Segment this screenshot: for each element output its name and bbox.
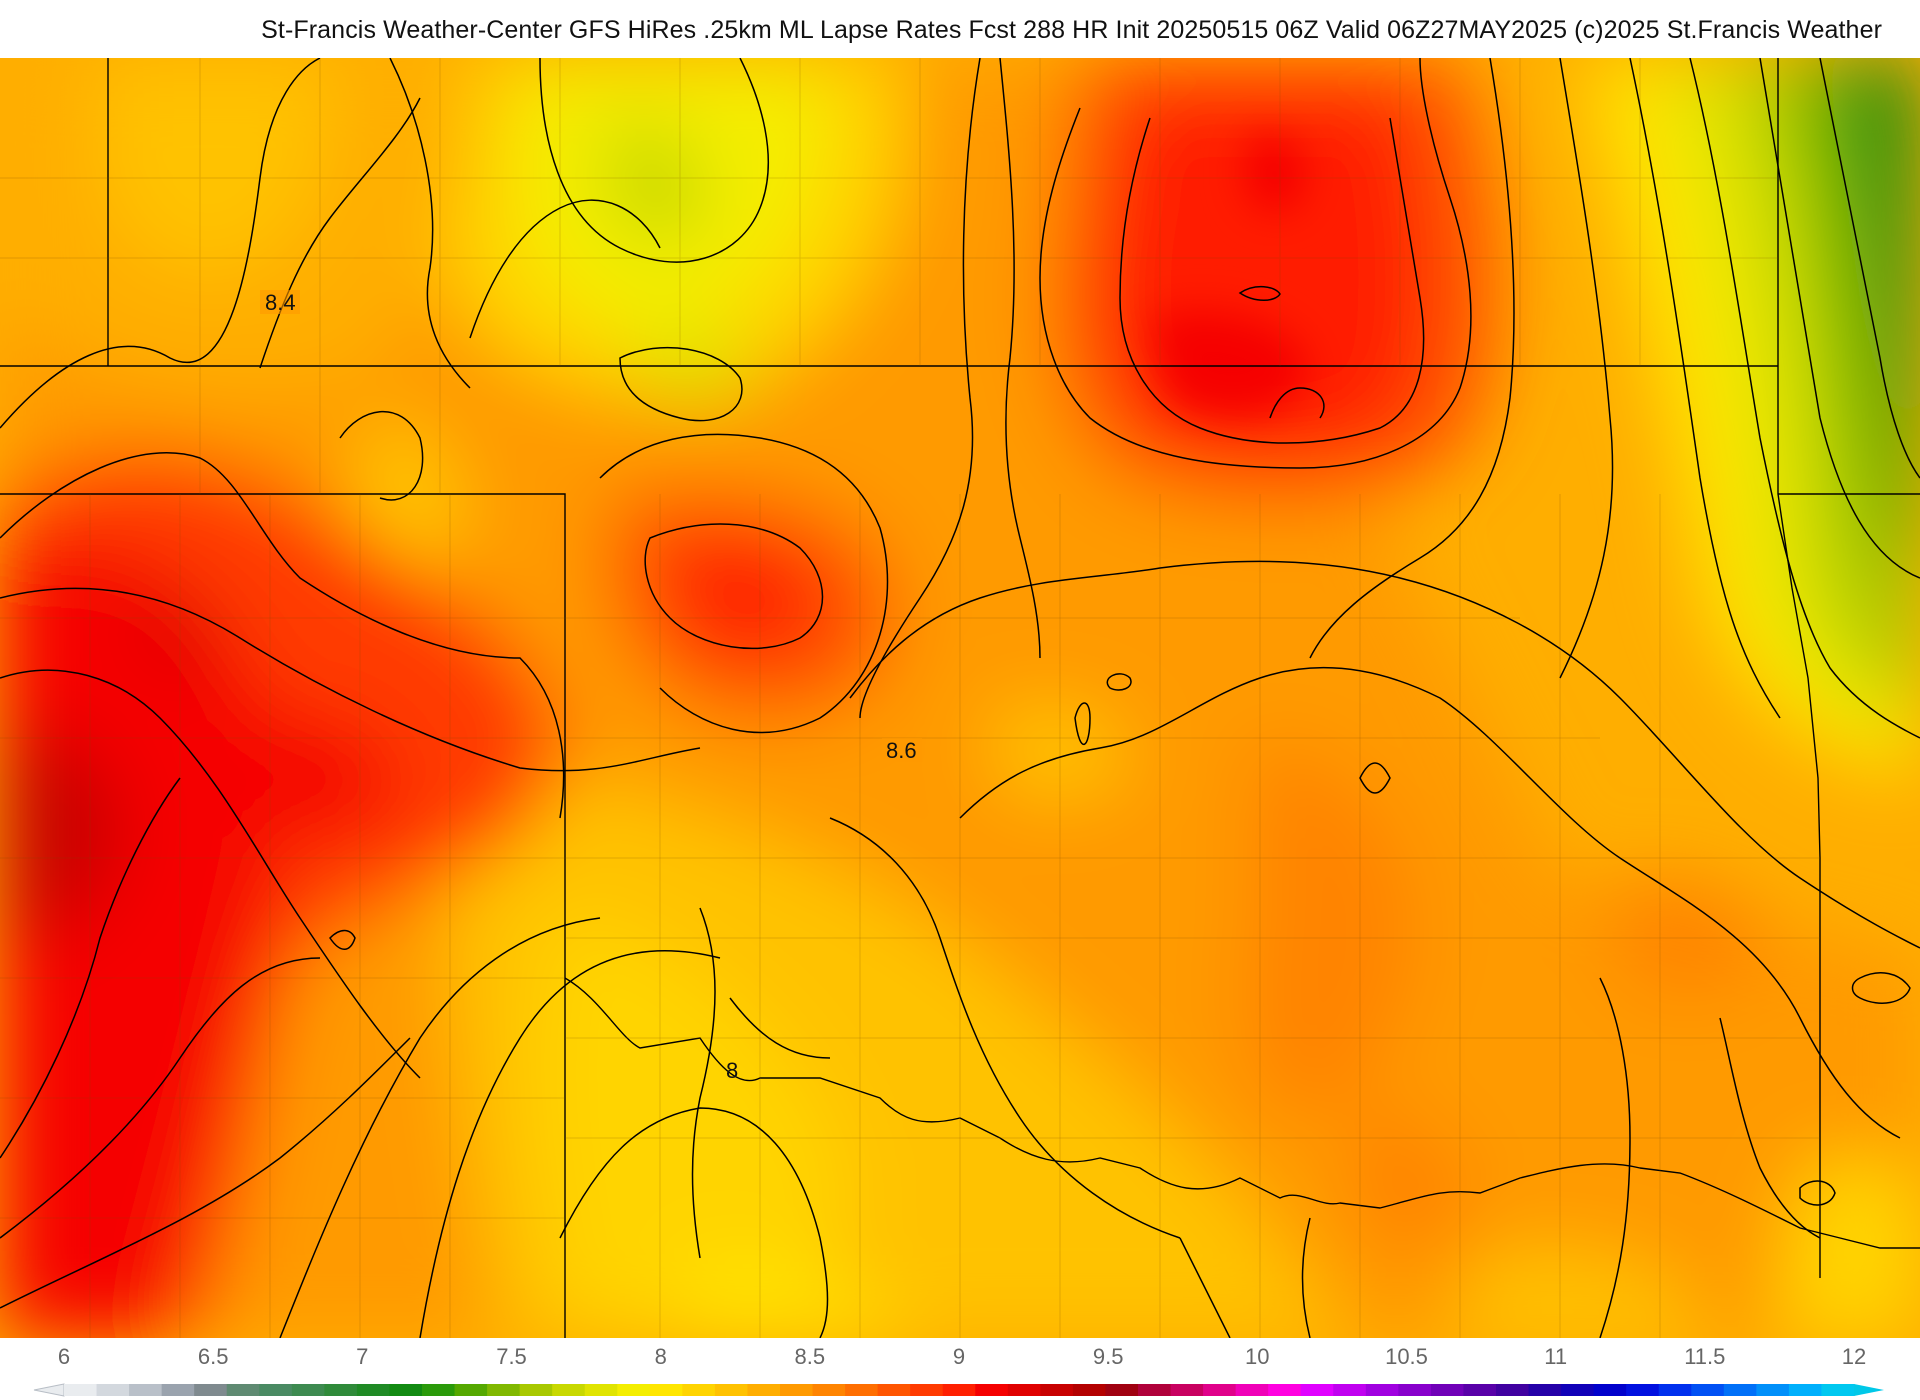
legend-swatch xyxy=(1463,1384,1497,1396)
legend-swatch xyxy=(812,1384,846,1396)
legend-tick-label: 8.5 xyxy=(795,1344,826,1369)
legend-swatch xyxy=(584,1384,618,1396)
legend-swatch xyxy=(64,1384,98,1396)
legend-swatch xyxy=(454,1384,488,1396)
legend-swatch xyxy=(194,1384,228,1396)
contour-label-8: 8 xyxy=(726,1058,738,1083)
legend-swatch xyxy=(617,1384,651,1396)
legend-swatch xyxy=(1593,1384,1627,1396)
legend-swatch xyxy=(1333,1384,1367,1396)
legend-tick-label: 7.5 xyxy=(496,1344,527,1369)
legend-tick-label: 6.5 xyxy=(198,1344,229,1369)
state-boundaries xyxy=(0,58,1920,1338)
legend-tick-labels: 6 6.5 7 7.5 8 8.5 9 9.5 10 10.5 11 11.5 12 xyxy=(58,1344,1866,1369)
legend-swatch xyxy=(1430,1384,1465,1396)
legend-swatch xyxy=(942,1384,976,1396)
legend-swatch xyxy=(1138,1384,1172,1396)
legend-tick-label: 9 xyxy=(953,1344,965,1369)
legend-swatch xyxy=(422,1384,456,1396)
legend-swatch xyxy=(1398,1384,1432,1396)
legend-swatch xyxy=(1365,1384,1399,1396)
legend-right-arrow xyxy=(1854,1384,1884,1396)
legend-swatch xyxy=(1528,1384,1562,1396)
legend-swatch xyxy=(389,1384,423,1396)
legend-tick-label: 12 xyxy=(1842,1344,1866,1369)
legend-swatch xyxy=(682,1384,716,1396)
legend-tick-label: 11.5 xyxy=(1684,1344,1725,1369)
legend-swatch xyxy=(96,1384,130,1396)
map-title: St-Francis Weather-Center GFS HiRes .25k… xyxy=(261,16,1882,44)
legend-swatch xyxy=(877,1384,911,1396)
legend-tick-label: 6 xyxy=(58,1344,70,1369)
legend-swatch xyxy=(1496,1384,1530,1396)
contour-label-8-4: 8.4 xyxy=(265,290,296,315)
legend-swatch xyxy=(129,1384,163,1396)
color-scale-legend: 6 6.5 7 7.5 8 8.5 9 9.5 10 10.5 11 11.5 12 xyxy=(0,1338,1920,1400)
legend-swatch xyxy=(1203,1384,1237,1396)
legend-tick-label: 9.5 xyxy=(1093,1344,1124,1369)
legend-swatch xyxy=(1723,1384,1757,1396)
legend-swatch xyxy=(487,1384,521,1396)
legend-color-bar xyxy=(33,1383,1884,1397)
legend-swatch xyxy=(1626,1384,1660,1396)
legend-left-arrow xyxy=(33,1383,65,1397)
legend-swatch xyxy=(1235,1384,1269,1396)
contour-label-8-6: 8.6 xyxy=(886,738,917,763)
legend-swatch xyxy=(1040,1384,1074,1396)
lapse-rate-map: 8.4 8.6 8 xyxy=(0,57,1920,1339)
legend-swatch xyxy=(1756,1384,1790,1396)
legend-swatch xyxy=(259,1384,293,1396)
legend-swatch xyxy=(1788,1384,1823,1396)
legend-swatch xyxy=(910,1384,944,1396)
county-boundaries xyxy=(0,58,1820,1338)
contour-value-labels: 8.4 8.6 8 xyxy=(260,290,922,1083)
legend-swatch xyxy=(1300,1384,1334,1396)
legend-swatch xyxy=(226,1384,260,1396)
legend-swatch xyxy=(649,1384,683,1396)
legend-tick-label: 8 xyxy=(655,1344,667,1369)
legend-swatch xyxy=(519,1384,553,1396)
legend-swatch xyxy=(1170,1384,1204,1396)
contour-lines xyxy=(0,57,1920,1339)
legend-swatch xyxy=(552,1384,586,1396)
legend-swatch xyxy=(1691,1384,1725,1396)
legend-swatch xyxy=(1072,1384,1107,1396)
legend-swatch xyxy=(1105,1384,1139,1396)
legend-tick-label: 10.5 xyxy=(1385,1344,1428,1369)
legend-tick-label: 10 xyxy=(1245,1344,1269,1369)
legend-swatch xyxy=(747,1384,781,1396)
legend-swatch xyxy=(975,1384,1009,1396)
legend-swatch xyxy=(291,1384,325,1396)
legend-swatch xyxy=(714,1384,749,1396)
legend-swatch xyxy=(1561,1384,1595,1396)
legend-tick-label: 11 xyxy=(1544,1344,1567,1369)
legend-swatch xyxy=(780,1384,814,1396)
legend-tick-label: 7 xyxy=(356,1344,368,1369)
legend-swatch xyxy=(1268,1384,1302,1396)
legend-swatch xyxy=(356,1384,391,1396)
legend-swatch xyxy=(1821,1384,1855,1396)
color-fill-layer xyxy=(0,58,1920,1338)
legend-swatch xyxy=(161,1384,195,1396)
legend-swatch xyxy=(845,1384,879,1396)
legend-swatch xyxy=(324,1384,358,1396)
legend-swatch xyxy=(1007,1384,1041,1396)
title-bar: St-Francis Weather-Center GFS HiRes .25k… xyxy=(0,0,1920,58)
legend-swatch xyxy=(1658,1384,1692,1396)
